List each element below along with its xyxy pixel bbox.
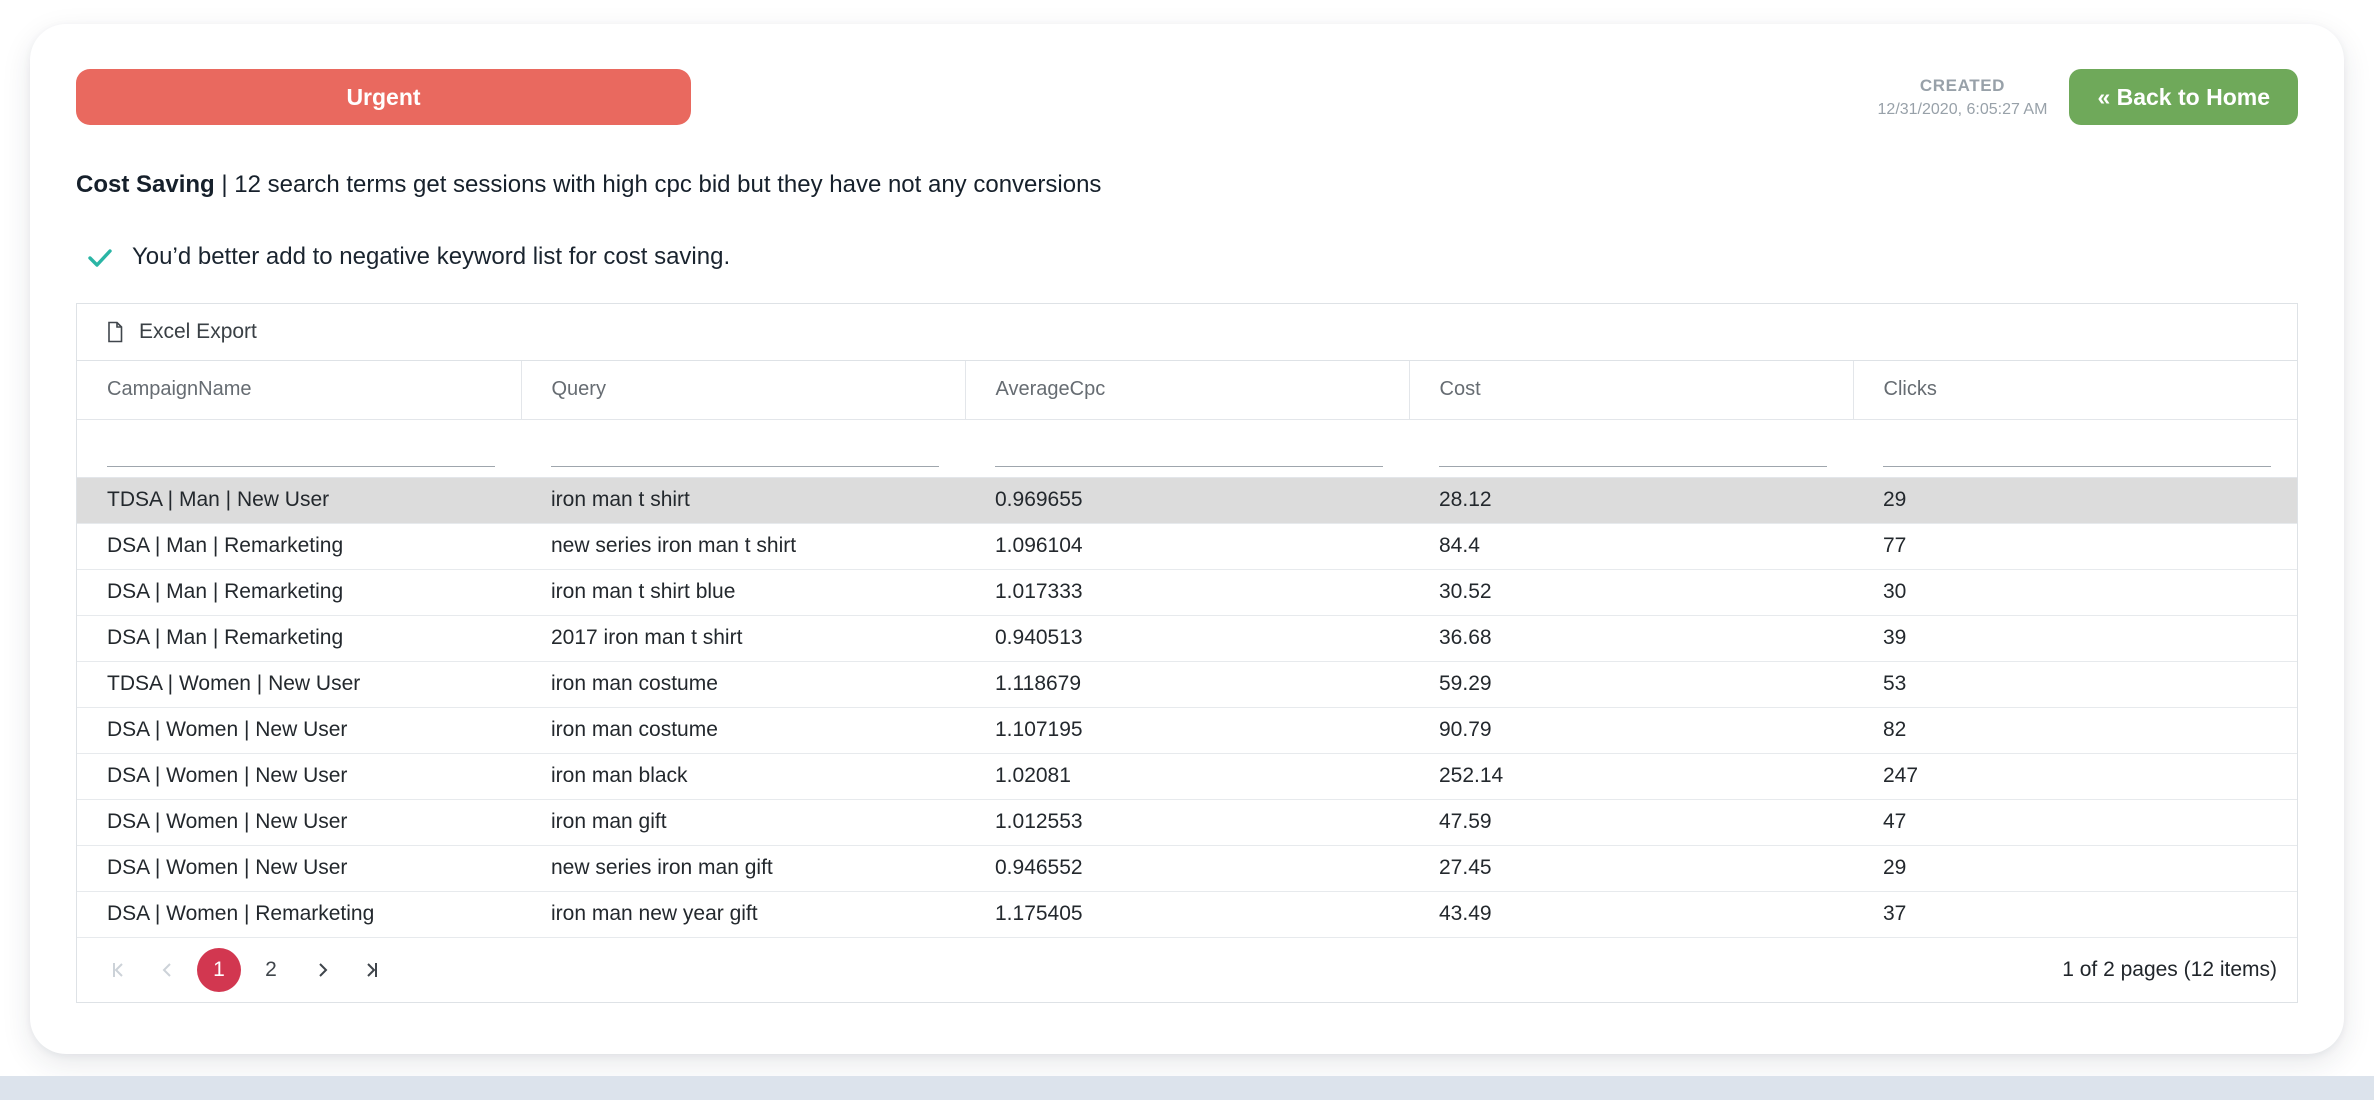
first-page-icon xyxy=(107,959,129,981)
page-button-1[interactable]: 1 xyxy=(197,947,241,992)
table-row[interactable]: DSA | Women | New User iron man costume … xyxy=(77,707,2297,754)
filter-input-campaignname[interactable] xyxy=(107,429,495,467)
results-table: CampaignName Query AverageCpc Cost Click… xyxy=(77,361,2297,938)
excel-export-button[interactable]: Excel Export xyxy=(89,312,271,352)
next-page-button[interactable] xyxy=(301,949,343,991)
last-page-button[interactable] xyxy=(351,949,393,991)
last-page-icon xyxy=(361,959,383,981)
filter-input-averagecpc[interactable] xyxy=(995,429,1383,467)
table-row[interactable]: DSA | Man | Remarketing iron man t shirt… xyxy=(77,569,2297,616)
back-to-home-button[interactable]: « Back to Home xyxy=(2069,69,2298,125)
table-row[interactable]: DSA | Women | New User iron man black 1.… xyxy=(77,753,2297,800)
page-title: Cost Saving | 12 search terms get sessio… xyxy=(76,171,2298,199)
table-row[interactable]: DSA | Man | Remarketing 2017 iron man t … xyxy=(77,615,2297,662)
page-button-2[interactable]: 2 xyxy=(249,948,293,992)
data-grid: Excel Export CampaignName Query AverageC… xyxy=(76,303,2298,1003)
created-timestamp: 12/31/2020, 6:05:27 AM xyxy=(1877,100,2048,118)
excel-export-label: Excel Export xyxy=(139,320,257,343)
excel-file-icon xyxy=(103,320,127,344)
column-header-cost[interactable]: Cost xyxy=(1409,361,1854,420)
advice-text: You’d better add to negative keyword lis… xyxy=(132,243,731,270)
header-row: CampaignName Query AverageCpc Cost Click… xyxy=(77,361,2297,420)
page-title-rest: | 12 search terms get sessions with high… xyxy=(214,171,1102,198)
chevron-left-icon xyxy=(157,959,179,981)
filter-row xyxy=(77,419,2297,478)
table-row[interactable]: DSA | Women | New User iron man gift 1.0… xyxy=(77,799,2297,846)
filter-input-clicks[interactable] xyxy=(1883,429,2271,467)
column-header-campaignname[interactable]: CampaignName xyxy=(77,361,522,420)
pager-info: 1 of 2 pages (12 items) xyxy=(2062,957,2277,981)
previous-page-button[interactable] xyxy=(147,949,189,991)
chevron-right-icon xyxy=(311,959,333,981)
table-row[interactable]: DSA | Women | Remarketing iron man new y… xyxy=(77,891,2297,938)
table-row[interactable]: TDSA | Women | New User iron man costume… xyxy=(77,661,2297,708)
advice-row: You’d better add to negative keyword lis… xyxy=(76,243,2298,271)
urgent-button[interactable]: Urgent xyxy=(76,69,691,125)
created-block: CREATED 12/31/2020, 6:05:27 AM xyxy=(1878,76,2048,119)
column-header-averagecpc[interactable]: AverageCpc xyxy=(965,361,1410,420)
header-right-group: CREATED 12/31/2020, 6:05:27 AM « Back to… xyxy=(1878,69,2298,125)
grid-pager: 1 2 1 of 2 pages (12 items) xyxy=(77,938,2297,1002)
created-label: CREATED xyxy=(1919,75,2006,95)
filter-input-cost[interactable] xyxy=(1439,429,1827,467)
column-header-query[interactable]: Query xyxy=(521,361,966,420)
page-title-bold: Cost Saving xyxy=(76,171,215,198)
first-page-button[interactable] xyxy=(97,949,139,991)
column-header-clicks[interactable]: Clicks xyxy=(1853,361,2297,420)
table-row[interactable]: DSA | Man | Remarketing new series iron … xyxy=(77,523,2297,570)
card-header: Urgent CREATED 12/31/2020, 6:05:27 AM « … xyxy=(76,69,2298,125)
filter-input-query[interactable] xyxy=(551,429,939,467)
page-bottom-strip xyxy=(0,1076,2374,1100)
grid-toolbar: Excel Export xyxy=(77,304,2297,361)
table-row[interactable]: TDSA | Man | New User iron man t shirt 0… xyxy=(77,477,2297,524)
table-row[interactable]: DSA | Women | New User new series iron m… xyxy=(77,845,2297,892)
report-card: Urgent CREATED 12/31/2020, 6:05:27 AM « … xyxy=(30,24,2344,1054)
check-icon xyxy=(86,243,114,271)
